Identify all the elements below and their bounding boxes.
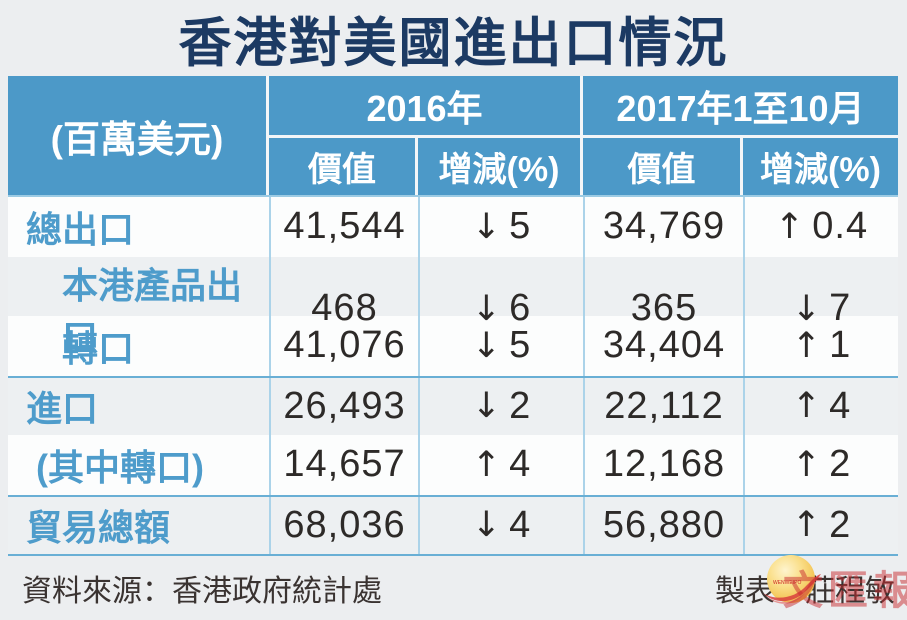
change-2017-cell: ↑ 2 <box>743 435 898 495</box>
change-2017-cell: ↑ 2 <box>743 496 898 554</box>
table-row: 總出口 41,544 ↓ 5 34,769 ↑ 0.4 <box>8 197 898 257</box>
trade-table: (百萬美元) 2016年 2017年1至10月 價值 增減(%) 價值 增減(%… <box>8 76 898 556</box>
change-2017-cell: ↑ 1 <box>743 316 898 376</box>
trend-arrow-icon: ↑ <box>471 444 503 485</box>
value-2016-cell: 26,493 <box>269 377 418 435</box>
change-value: 2 <box>829 443 852 486</box>
table-body: 總出口 41,544 ↓ 5 34,769 ↑ 0.4 本港產品出口 468 ↓ 6 … <box>8 195 898 556</box>
row-label: 進口 <box>26 388 99 430</box>
change-value: 5 <box>509 324 532 367</box>
change-2016-cell: ↓ 5 <box>418 197 583 257</box>
change-header-2017: 增減(%) <box>743 138 898 195</box>
value-2016-cell: 14,657 <box>269 435 418 495</box>
year-2017-header-cell: 2017年1至10月 <box>583 76 898 135</box>
trend-arrow-icon: ↓ <box>471 505 503 546</box>
table-row: 本港產品出口 468 ↓ 6 365 ↓ 7 <box>8 256 898 361</box>
value-header-2017: 價值 <box>583 138 740 195</box>
change-value: 4 <box>509 443 532 486</box>
change-value: 5 <box>509 205 532 248</box>
row-label: 貿易總額 <box>26 507 171 549</box>
value-2017-cell: 12,168 <box>583 435 743 495</box>
change-value: 2 <box>509 384 532 427</box>
table-row: 進口 26,493 ↓ 2 22,112 ↑ 4 <box>8 375 898 435</box>
change-2017-cell: ↑ 0.4 <box>743 197 898 257</box>
data-source-text: 資料來源：香港政府統計處 <box>22 574 382 608</box>
value-2016-cell: 41,544 <box>269 197 418 257</box>
watermark-text: 文匯報 <box>783 568 907 613</box>
trend-arrow-icon: ↓ <box>791 288 823 329</box>
trend-arrow-icon: ↑ <box>791 505 823 546</box>
trend-arrow-icon: ↑ <box>791 325 823 366</box>
change-2016-cell: ↓ 4 <box>418 496 583 554</box>
change-2016-cell: ↑ 4 <box>418 435 583 495</box>
value-header-2016: 價值 <box>269 138 415 195</box>
value-2017-cell: 34,769 <box>583 197 743 257</box>
value-2017-cell: 34,404 <box>583 316 743 376</box>
value-2017-cell: 56,880 <box>583 496 743 554</box>
trend-arrow-icon: ↑ <box>774 206 806 247</box>
row-label: 總出口 <box>26 208 135 250</box>
trend-arrow-icon: ↓ <box>471 325 503 366</box>
page-title: 香港對美國進出口情況 <box>178 14 729 73</box>
svg-text:WENWEIPO: WENWEIPO <box>773 580 801 586</box>
unit-header-cell: (百萬美元) <box>8 76 266 195</box>
row-label: 轉口 <box>62 327 135 369</box>
table-row: 貿易總額 68,036 ↓ 4 56,880 ↑ 2 <box>8 494 898 554</box>
change-2016-cell: ↓ 6 <box>418 256 583 361</box>
year-2016-header-cell: 2016年 <box>269 76 580 135</box>
value-2016-cell: 41,076 <box>269 316 418 376</box>
change-value: 4 <box>829 384 852 427</box>
wenweipo-logo-icon: WENWEIPO <box>763 554 821 604</box>
change-value: 6 <box>509 287 532 329</box>
table-row: 轉口 41,076 ↓ 5 34,404 ↑ 1 <box>8 316 898 376</box>
value-2016-cell: 468 <box>269 256 418 361</box>
row-label: (其中轉口) <box>36 446 204 488</box>
value-2016-cell: 68,036 <box>269 496 418 554</box>
change-value: 2 <box>829 503 852 546</box>
trend-arrow-icon: ↑ <box>791 386 823 427</box>
change-value: 0.4 <box>812 205 869 248</box>
credit-block: 製表：莊程敏 WENWEIPO 文匯報 <box>715 554 907 613</box>
table-header: (百萬美元) 2016年 2017年1至10月 價值 增減(%) 價值 增減(%… <box>8 76 898 195</box>
change-value: 4 <box>509 503 532 546</box>
trend-arrow-icon: ↓ <box>471 288 503 329</box>
value-2017-cell: 365 <box>583 256 743 361</box>
change-2017-cell: ↓ 7 <box>743 256 898 361</box>
change-header-2016: 增減(%) <box>418 138 580 195</box>
value-2017-cell: 22,112 <box>583 377 743 435</box>
change-value: 1 <box>829 324 852 367</box>
change-2016-cell: ↓ 5 <box>418 316 583 376</box>
footer: 資料來源：香港政府統計處 製表：莊程敏 WENWEIPO 文匯報 <box>8 554 907 619</box>
change-value: 7 <box>829 287 852 329</box>
trend-arrow-icon: ↓ <box>471 206 503 247</box>
trend-arrow-icon: ↑ <box>791 444 823 485</box>
change-2016-cell: ↓ 2 <box>418 377 583 435</box>
table-row: (其中轉口) 14,657 ↑ 4 12,168 ↑ 2 <box>8 435 898 495</box>
trend-arrow-icon: ↓ <box>471 386 503 427</box>
change-2017-cell: ↑ 4 <box>743 377 898 435</box>
row-label: 本港產品出口 <box>62 264 243 358</box>
